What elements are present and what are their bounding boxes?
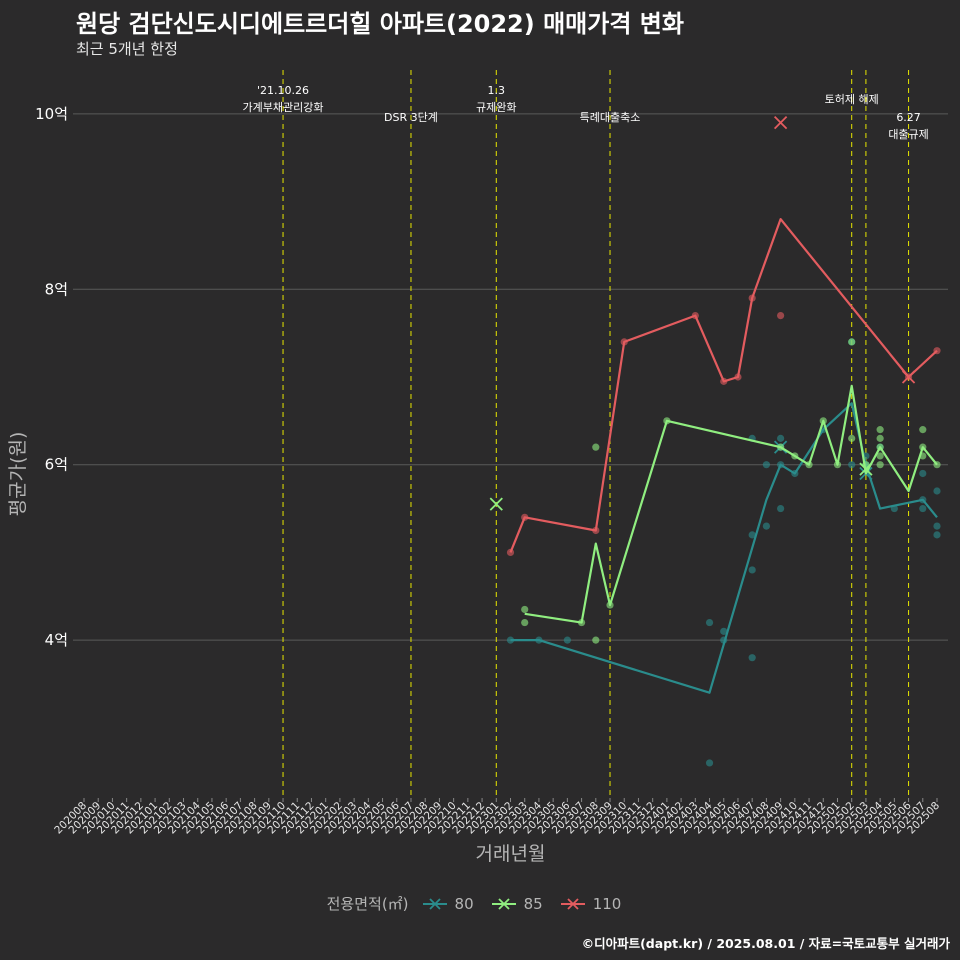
data-point	[919, 426, 927, 434]
legend-swatch-cross-85	[497, 897, 510, 910]
cross-line-icon	[422, 897, 447, 910]
x-axis-title: 거래년월	[476, 843, 546, 865]
data-point	[876, 452, 884, 460]
data-point	[848, 338, 856, 346]
data-point	[748, 654, 756, 662]
legend-swatch-cross-80	[428, 897, 441, 910]
data-point	[876, 426, 884, 434]
data-point	[748, 531, 756, 539]
x-axis-ticks: 2020082020092020102020112020122021012021…	[52, 798, 942, 836]
chart-legend: 전용면적(㎡) 80 85 110	[0, 893, 960, 914]
data-point	[521, 605, 529, 614]
extreme-marker	[859, 462, 873, 476]
data-point	[777, 434, 785, 442]
legend-title: 전용면적(㎡)	[326, 895, 409, 913]
event-label: '21.10.26	[257, 84, 309, 97]
y-tick-label: 8억	[45, 280, 68, 298]
source-caption: ©디아파트(dapt.kr) / 2025.08.01 / 자료=국토교통부 실…	[581, 936, 950, 951]
event-label: 규제완화	[476, 101, 516, 114]
data-point	[592, 443, 600, 451]
data-point	[720, 627, 728, 635]
legend-label-110: 110	[592, 894, 622, 913]
data-point	[748, 566, 756, 574]
cross-line-icon	[560, 897, 585, 910]
event-label: 6.27	[896, 111, 921, 124]
series-line	[524, 384, 938, 624]
cross-line-icon	[491, 897, 516, 910]
y-axis-title: 평균가(원)	[7, 432, 29, 517]
legend-label-85: 85	[523, 894, 543, 913]
event-label: DSR 3단계	[384, 111, 438, 124]
data-point	[762, 522, 771, 530]
y-gridlines: 4억 6억 8억 10억	[35, 105, 948, 649]
event-label: 가계부채관리강화	[243, 101, 324, 114]
series-line	[510, 402, 938, 694]
data-point	[777, 504, 785, 513]
data-point	[563, 636, 571, 644]
legend-item-85: 85	[491, 894, 543, 913]
data-point	[705, 759, 714, 767]
data-point	[777, 311, 785, 320]
event-label: 대출규제	[888, 128, 928, 141]
data-point	[848, 461, 856, 469]
data-point	[933, 531, 941, 539]
data-point	[521, 618, 529, 627]
data-point	[876, 434, 884, 442]
event-label: 토허제 해제	[825, 92, 879, 106]
data-point	[919, 504, 927, 513]
data-point	[592, 636, 600, 644]
legend-item-80: 80	[422, 894, 474, 913]
event-label: 1.3	[488, 84, 506, 97]
y-tick-label: 6억	[45, 456, 68, 474]
series-80	[506, 338, 941, 767]
series-85	[489, 338, 941, 644]
chart-title: 원당 검단신도시디에트르더힐 아파트(2022) 매매가격 변화	[76, 10, 684, 38]
data-point	[705, 618, 714, 627]
extreme-marker	[773, 115, 788, 130]
chart-subtitle: 최근 5개년 한정	[76, 40, 178, 58]
data-point	[919, 469, 927, 478]
y-tick-label: 4억	[45, 631, 68, 649]
legend-swatch-cross-110	[567, 897, 579, 910]
data-point	[762, 461, 771, 469]
data-point	[848, 434, 856, 442]
event-label: 특례대출축소	[580, 111, 641, 124]
legend-item-110: 110	[560, 894, 622, 913]
data-point	[933, 522, 941, 530]
series-line	[509, 218, 938, 553]
extreme-marker	[901, 370, 916, 384]
data-point	[933, 487, 941, 495]
data-point	[876, 461, 884, 469]
y-tick-label: 10억	[35, 105, 68, 123]
extreme-marker	[489, 497, 503, 511]
series-110	[506, 115, 941, 557]
legend-label-80: 80	[454, 894, 474, 913]
